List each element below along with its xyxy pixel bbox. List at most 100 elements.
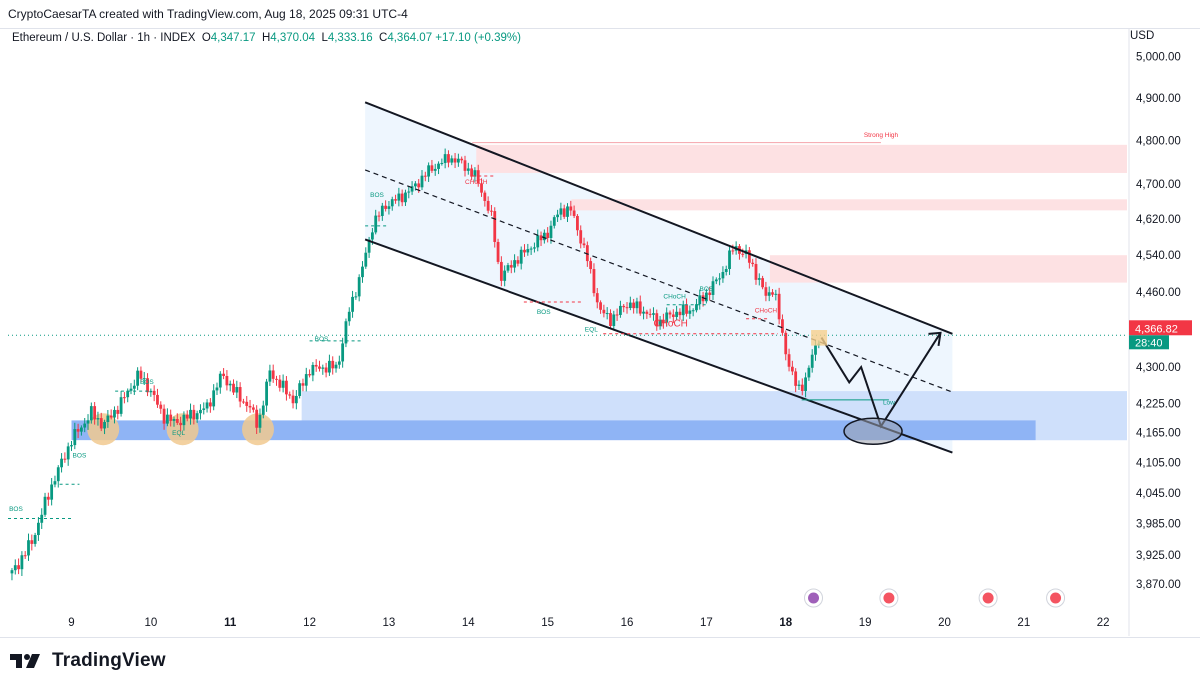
tradingview-logo[interactable]: TradingView <box>10 650 166 672</box>
chart-area[interactable]: BOS BOS BOS EQL BOS BOS CHoCH BOS EQL CHoCH CHoCH B… <box>0 28 1200 636</box>
candle <box>314 359 318 372</box>
candle-body <box>506 265 510 271</box>
candle-body <box>165 414 169 424</box>
candle-body <box>136 370 140 386</box>
candle <box>298 380 302 399</box>
candle-body <box>304 374 308 386</box>
candle <box>410 181 414 195</box>
candle <box>519 246 523 270</box>
candle-body <box>37 522 40 536</box>
annotation-label: BOS <box>73 453 87 460</box>
candle <box>156 388 159 408</box>
candle-body <box>384 205 388 209</box>
candle <box>397 187 401 207</box>
candle <box>103 419 106 435</box>
candle-body <box>619 305 622 315</box>
candle <box>294 390 298 410</box>
candle <box>50 478 54 506</box>
candle <box>754 258 758 285</box>
ohlc-low: L4,333.16 <box>321 32 373 44</box>
candle-body <box>119 397 123 414</box>
candle-body <box>579 230 583 244</box>
candle-body <box>632 302 636 309</box>
candle <box>119 390 123 417</box>
annotation-label: BOS <box>370 192 384 199</box>
candle-body <box>222 373 225 377</box>
y-tick-label: 4,900.00 <box>1136 93 1181 105</box>
candle <box>800 378 804 396</box>
candle-body <box>116 409 120 414</box>
current-bar-highlight <box>811 330 828 346</box>
liquidity-circle-1 <box>87 413 120 446</box>
candle <box>685 298 688 317</box>
candle-body <box>767 292 771 296</box>
candle-body <box>556 214 559 218</box>
currency-label[interactable]: USD <box>1130 30 1155 42</box>
x-tick-label: 15 <box>541 617 554 629</box>
candle <box>33 532 37 547</box>
candle-body <box>56 467 60 482</box>
candle <box>622 304 626 313</box>
candle <box>794 368 798 393</box>
candle <box>390 196 394 211</box>
channel-midline <box>364 169 953 393</box>
candle-body <box>113 409 116 418</box>
annotation-label: CHoCH <box>465 179 488 186</box>
candle-body <box>251 407 255 410</box>
candle <box>668 310 672 319</box>
candle <box>225 370 229 391</box>
candle-body <box>648 313 652 315</box>
candle-body <box>433 168 437 171</box>
candle-body <box>790 366 794 372</box>
candle-body <box>476 170 480 184</box>
candle-body <box>126 390 130 398</box>
candle-body <box>347 311 351 322</box>
candle-body <box>225 376 229 386</box>
candle <box>721 266 725 283</box>
candle <box>612 310 616 331</box>
candle <box>278 375 282 392</box>
candle-body <box>470 168 474 177</box>
candle <box>546 227 550 243</box>
candle-body <box>513 260 516 268</box>
candle <box>499 256 503 287</box>
candle <box>208 398 212 413</box>
candle <box>430 159 434 173</box>
candle <box>56 465 60 488</box>
candle <box>661 313 665 329</box>
x-tick-label: 16 <box>621 617 634 629</box>
candle <box>86 414 90 430</box>
candle <box>351 290 354 318</box>
candle-body <box>291 395 295 404</box>
candle <box>400 189 404 207</box>
candle <box>132 379 136 395</box>
candle <box>235 380 239 399</box>
candle <box>242 398 245 404</box>
candle <box>162 404 166 430</box>
candle-body <box>589 261 593 270</box>
price-chart[interactable]: BOS BOS BOS EQL BOS BOS CHoCH BOS EQL CHoCH CHoCH B… <box>0 28 1200 636</box>
candle-body <box>27 540 30 556</box>
candle-body <box>602 309 606 314</box>
candle-body <box>321 367 325 369</box>
candle-body <box>533 247 536 249</box>
candle <box>40 508 44 529</box>
candle-body <box>268 370 272 382</box>
candle-body <box>711 281 715 295</box>
last-price-text: 4,366.82 <box>1135 323 1178 335</box>
x-tick-label: 19 <box>859 617 872 629</box>
candle <box>387 201 391 215</box>
candle <box>456 153 460 167</box>
candle-body <box>50 484 54 500</box>
y-tick-label: 4,045.00 <box>1136 488 1181 500</box>
candle <box>698 289 702 310</box>
candle-body <box>539 235 543 241</box>
y-tick-label: 4,165.00 <box>1136 428 1181 440</box>
candle <box>602 304 606 318</box>
candle <box>804 372 807 398</box>
candle <box>466 162 470 175</box>
candle-body <box>440 162 444 164</box>
candle <box>751 258 755 267</box>
candle-body <box>456 158 460 163</box>
annotation-label: Strong High <box>864 132 899 139</box>
